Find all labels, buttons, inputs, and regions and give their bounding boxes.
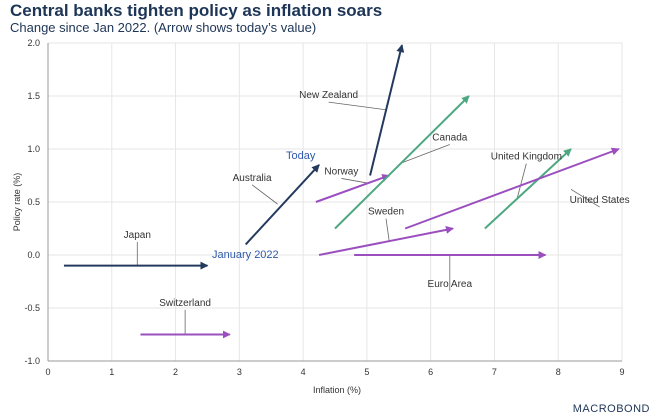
y-tick-label: -0.5 (24, 303, 40, 313)
brand-logo: MACROBOND (572, 403, 650, 415)
chart-title: Central banks tighten policy as inflatio… (10, 1, 383, 20)
label-sweden: Sweden (368, 207, 404, 218)
leader-lines (136, 101, 600, 335)
label-australia: Australia (233, 173, 272, 184)
arrow-united-kingdom (484, 148, 572, 230)
arrow-new-zealand (369, 44, 405, 176)
x-tick-label: 2 (173, 367, 178, 377)
chart-subtitle: Change since Jan 2022. (Arrow shows toda… (10, 20, 317, 35)
label-euro-area: Euro Area (428, 279, 473, 290)
arrow-sweden (318, 225, 454, 256)
x-tick-label: 7 (492, 367, 497, 377)
axes: 0 1 2 3 4 5 6 7 8 9 -1.0 -0.5 0.0 0.5 1.0 1.5 2.0 (24, 38, 624, 377)
y-tick-label: 2.0 (27, 38, 40, 48)
annotation-january-2022: January 2022 (212, 249, 279, 261)
y-tick-label: -1.0 (24, 356, 40, 366)
y-tick-label: 1.0 (27, 144, 40, 154)
x-tick-label: 0 (45, 367, 50, 377)
y-tick-label: 1.5 (27, 91, 40, 101)
x-tick-label: 4 (301, 367, 306, 377)
annotation-today: Today (286, 150, 316, 162)
label-new-zealand: New Zealand (299, 90, 358, 101)
labels: Japan Australia New Zealand Norway Canada Swe… (124, 90, 630, 309)
x-tick-label: 1 (109, 367, 114, 377)
arrow-canada (334, 95, 470, 230)
arrow-australia (244, 164, 320, 246)
leader-norway (341, 178, 367, 184)
leader-canada (401, 144, 450, 164)
leader-united-kingdom (516, 163, 527, 200)
x-tick-label: 9 (619, 367, 624, 377)
label-switzerland: Switzerland (159, 298, 211, 309)
arrow-norway (315, 174, 391, 203)
leader-australia (251, 184, 278, 205)
x-axis-title: Inflation (%) (313, 385, 361, 395)
x-tick-label: 6 (428, 367, 433, 377)
arrow-united-states (404, 147, 620, 230)
leader-sweden (385, 218, 390, 242)
x-tick-label: 3 (237, 367, 242, 377)
label-canada: Canada (432, 133, 467, 144)
label-japan: Japan (124, 230, 151, 241)
label-united-kingdom: United Kingdom (491, 152, 562, 163)
x-tick-label: 5 (364, 367, 369, 377)
y-tick-label: 0.5 (27, 197, 40, 207)
arrows (63, 44, 620, 339)
label-norway: Norway (324, 166, 358, 177)
leader-new-zealand (328, 101, 387, 111)
y-axis-title: Policy rate (%) (12, 173, 22, 232)
x-tick-label: 8 (556, 367, 561, 377)
label-united-states: United States (570, 195, 630, 206)
leader-united-states (570, 188, 600, 208)
y-tick-label: 0.0 (27, 250, 40, 260)
